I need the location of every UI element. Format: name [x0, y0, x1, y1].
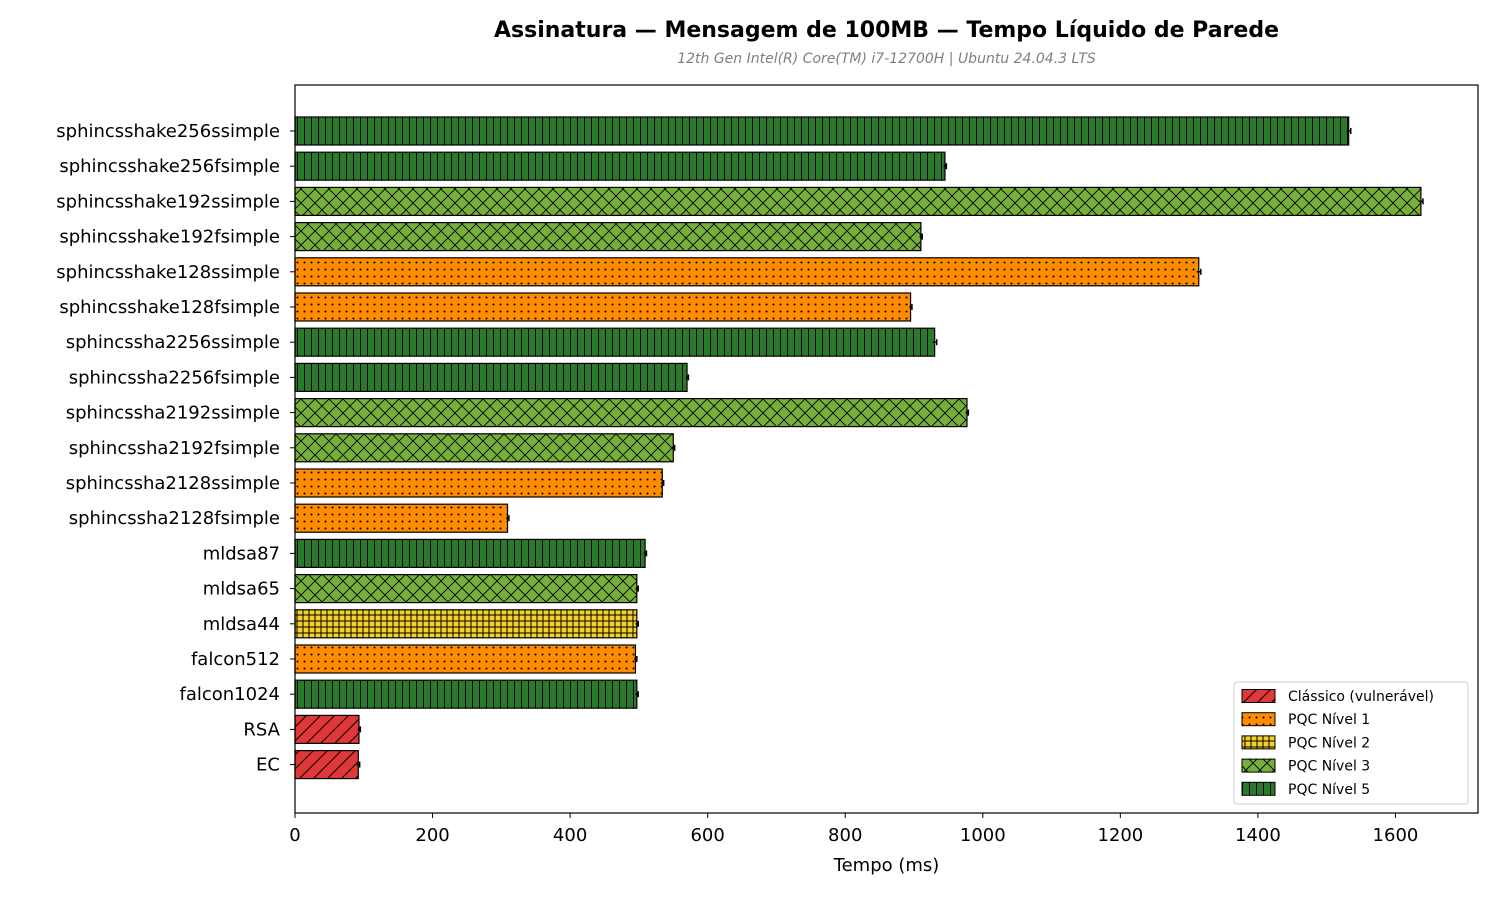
bar-sphincsshake192ssimple	[294, 186, 1422, 216]
x-tick-label: 200	[415, 825, 449, 846]
legend-swatch	[1241, 712, 1276, 727]
y-tick-label: falcon1024	[180, 684, 281, 705]
x-axis-label: Tempo (ms)	[833, 855, 940, 876]
chart-subtitle: 12th Gen Intel(R) Core(TM) i7-12700H | U…	[677, 51, 1096, 67]
legend: Clássico (vulnerável) PQC Nível 1 PQC Níve…	[1233, 681, 1469, 805]
bar-ec	[294, 749, 359, 780]
y-tick-label: mldsa44	[203, 614, 280, 635]
x-tick-label: 0	[289, 825, 300, 846]
legend-swatch	[1241, 781, 1276, 796]
x-tick-label: 1600	[1373, 825, 1419, 846]
y-tick-label: sphincsshake192fsimple	[59, 227, 280, 248]
bar-falcon512	[294, 644, 637, 674]
y-tick-label: falcon512	[191, 649, 280, 670]
y-tick-label: sphincsshake128ssimple	[56, 262, 280, 283]
y-tick-label: sphincsshake192ssimple	[56, 191, 280, 212]
y-tick-label: sphincsshake128fsimple	[59, 297, 280, 318]
y-tick-label: sphincssha2256ssimple	[66, 332, 280, 353]
bar-sphincssha2192fsimple	[294, 433, 674, 463]
legend-swatch	[1241, 735, 1276, 750]
y-tick-label: sphincssha2128ssimple	[66, 473, 280, 494]
bar-sphincssha2192ssimple	[294, 398, 968, 428]
y-tick-label: sphincssha2192ssimple	[66, 403, 280, 424]
bar-sphincssha2128ssimple	[294, 468, 663, 498]
legend-frame	[1233, 681, 1469, 805]
legend-label: PQC Nível 3	[1288, 759, 1370, 775]
y-tick-label: sphincsshake256fsimple	[59, 156, 280, 177]
y-tick-label: RSA	[243, 719, 280, 740]
bar-sphincsshake192fsimple	[294, 222, 922, 252]
bar-rsa	[294, 714, 360, 745]
legend-label: PQC Nível 1	[1288, 712, 1370, 728]
plot-frame	[294, 84, 1479, 814]
y-tick-label: mldsa87	[203, 543, 280, 564]
bar-sphincssha2128fsimple	[294, 503, 509, 533]
bar-sphincssha2256fsimple	[294, 362, 688, 392]
y-tick-label: EC	[256, 755, 280, 776]
bar-sphincsshake256ssimple	[294, 116, 1350, 146]
x-tick-label: 1000	[960, 825, 1006, 846]
y-tick-label: sphincssha2192fsimple	[69, 438, 280, 459]
legend-swatch	[1241, 689, 1276, 703]
y-tick-label: sphincsshake256ssimple	[56, 121, 280, 142]
legend-swatch	[1241, 758, 1276, 773]
x-tick-label: 800	[828, 825, 862, 846]
legend-label: PQC Nível 5	[1288, 782, 1370, 798]
x-tick-label: 1200	[1097, 825, 1143, 846]
x-tick-label: 400	[553, 825, 587, 846]
x-tick-label: 1400	[1235, 825, 1281, 846]
bar-sphincsshake128ssimple	[294, 257, 1200, 287]
bar-falcon1024	[294, 679, 638, 709]
y-tick-label: sphincssha2256fsimple	[69, 367, 280, 388]
x-tick-label: 600	[690, 825, 724, 846]
legend-label: Clássico (vulnerável)	[1288, 689, 1434, 705]
y-tick-label: sphincssha2128fsimple	[69, 508, 280, 529]
bar-sphincsshake256fsimple	[294, 151, 946, 181]
bar-mldsa65	[294, 573, 638, 604]
bar-mldsa44	[294, 609, 638, 639]
bar-sphincssha2256ssimple	[294, 327, 936, 357]
y-tick-label: mldsa65	[203, 579, 280, 600]
chart-title: Assinatura — Mensagem de 100MB — Tempo L…	[494, 18, 1279, 43]
legend-label: PQC Nível 2	[1288, 735, 1370, 751]
bar-sphincsshake128fsimple	[294, 292, 912, 322]
bar-mldsa87	[294, 538, 646, 569]
